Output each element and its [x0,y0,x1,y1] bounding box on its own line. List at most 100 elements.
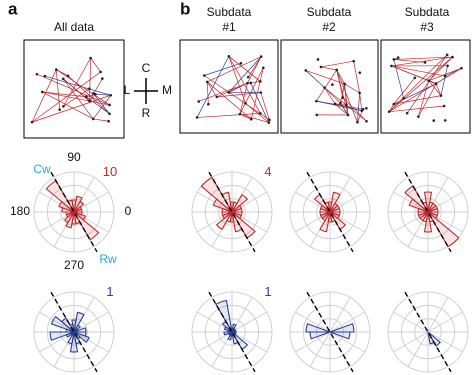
network-edge [216,92,261,98]
petal [73,195,83,213]
network-node [88,99,91,103]
network-edge [228,56,246,104]
annotation: Cw [33,162,51,176]
network-node [66,74,70,78]
network-edge [206,81,209,105]
petal [215,211,233,231]
petal [319,211,331,233]
petal [73,211,100,241]
network-edge [63,57,91,107]
network-node [331,83,334,86]
network-node [41,90,44,94]
petal [212,198,233,213]
petal [329,323,355,333]
network-edge [388,54,448,112]
network-node [259,55,263,58]
network-node [356,120,359,124]
polar-spoke [295,331,331,353]
network-node [43,74,47,78]
network-node [35,72,39,76]
polar-spoke [393,311,429,333]
polar-spoke [427,331,463,353]
theta-tick-label: 180 [10,204,30,218]
panel-label: b [180,0,190,18]
network-edge [428,80,442,96]
network-node [405,111,409,115]
network-node [249,117,253,121]
network-edge [388,67,462,112]
network-edge [393,77,416,105]
network-node [197,100,201,103]
annotation: Rw [99,252,117,266]
petal [309,331,331,340]
petal [427,211,460,248]
polar-spoke [231,211,267,233]
network-node [267,121,271,124]
network-edge [90,57,101,73]
network-node [392,102,396,106]
polar-spoke [427,191,463,213]
polar-spoke [427,311,463,333]
petal [329,211,341,217]
network-edge [206,81,218,98]
network-node [58,108,61,111]
network-edge [393,56,453,60]
network-node [262,66,265,70]
network-edge [316,69,338,102]
polar-spoke [393,211,429,233]
network-edge [250,82,270,123]
network-edge [418,83,437,117]
petal [69,331,79,353]
petal [427,331,442,347]
petal [73,331,87,337]
polar-spoke [39,331,75,353]
network-edge [207,56,262,83]
network-edge [62,78,94,120]
theta-tick-label: 90 [67,150,81,164]
petal [423,191,433,213]
network-edge [31,94,111,123]
network-node [101,77,104,80]
network-edge [388,103,395,112]
network-edge [247,81,261,84]
polar-spoke [427,297,449,333]
network-node [319,65,323,69]
network-node [195,116,199,119]
network-node [396,56,400,59]
network-node [315,113,319,117]
network-edge [93,118,109,122]
polar-spoke [427,211,463,233]
network-node [341,96,345,99]
network-edge [204,63,242,76]
network-edge [31,69,57,123]
network-box [380,39,471,134]
network-edge [393,59,404,99]
network-node [443,119,447,122]
polar-spoke [197,311,233,333]
network-node [108,112,111,116]
network-edge [391,65,446,77]
network-node [62,105,65,108]
petal [61,207,75,213]
network-node [88,87,91,90]
polar-spoke [197,211,233,233]
network-edge [393,83,437,105]
network-node [259,112,262,115]
panel-title: #3 [420,20,434,34]
network-node [343,82,346,86]
network-node [358,91,361,95]
network-node [215,95,219,99]
polar-spoke [39,211,75,233]
network-edge [336,69,344,98]
network-edge [95,93,111,96]
network-node [445,53,449,57]
petal [305,323,331,333]
network-node [108,103,111,107]
rmax-label: 1 [106,284,113,299]
network-node [434,82,438,85]
network-edge [305,70,325,88]
petal [423,211,433,233]
network-edge [435,83,442,96]
petal [227,331,233,341]
network-edge [340,102,349,116]
